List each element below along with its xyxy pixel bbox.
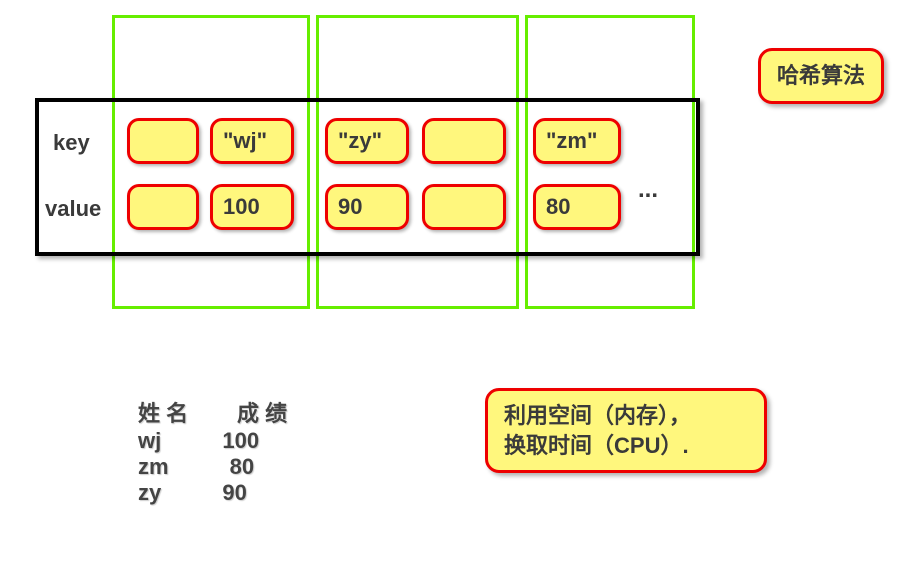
value-cell-3 [422, 184, 506, 230]
key-cell-1-text: "wj" [223, 128, 267, 154]
key-cell-4-text: "zm" [546, 128, 597, 154]
value-cell-0 [127, 184, 199, 230]
callout-hash-text: 哈希算法 [777, 63, 865, 88]
data-table: 姓 名 成 绩 wj 100 zm 80 zy 90 [138, 396, 287, 506]
value-cell-1: 100 [210, 184, 294, 230]
key-cell-4: "zm" [533, 118, 621, 164]
value-cell-1-text: 100 [223, 194, 260, 220]
value-cell-4-text: 80 [546, 194, 570, 220]
callout-tradeoff: 利用空间（内存）， 换取时间（CPU）. [485, 388, 767, 473]
value-label: value [45, 196, 101, 222]
ellipsis: ... [638, 176, 658, 204]
value-cell-2: 90 [325, 184, 409, 230]
value-cell-4: 80 [533, 184, 621, 230]
callout-tradeoff-line2-post: ）. [660, 433, 688, 458]
key-label: key [53, 130, 90, 156]
value-cell-2-text: 90 [338, 194, 362, 220]
callout-tradeoff-line2-pre: 换取时间（ [504, 433, 614, 458]
key-cell-3 [422, 118, 506, 164]
callout-tradeoff-line1: 利用空间（内存）， [504, 403, 691, 428]
key-cell-2-text: "zy" [338, 128, 382, 154]
key-cell-1: "wj" [210, 118, 294, 164]
callout-tradeoff-cpu: CPU [614, 433, 660, 458]
key-cell-2: "zy" [325, 118, 409, 164]
key-cell-0 [127, 118, 199, 164]
callout-hash-algorithm: 哈希算法 [758, 48, 884, 104]
